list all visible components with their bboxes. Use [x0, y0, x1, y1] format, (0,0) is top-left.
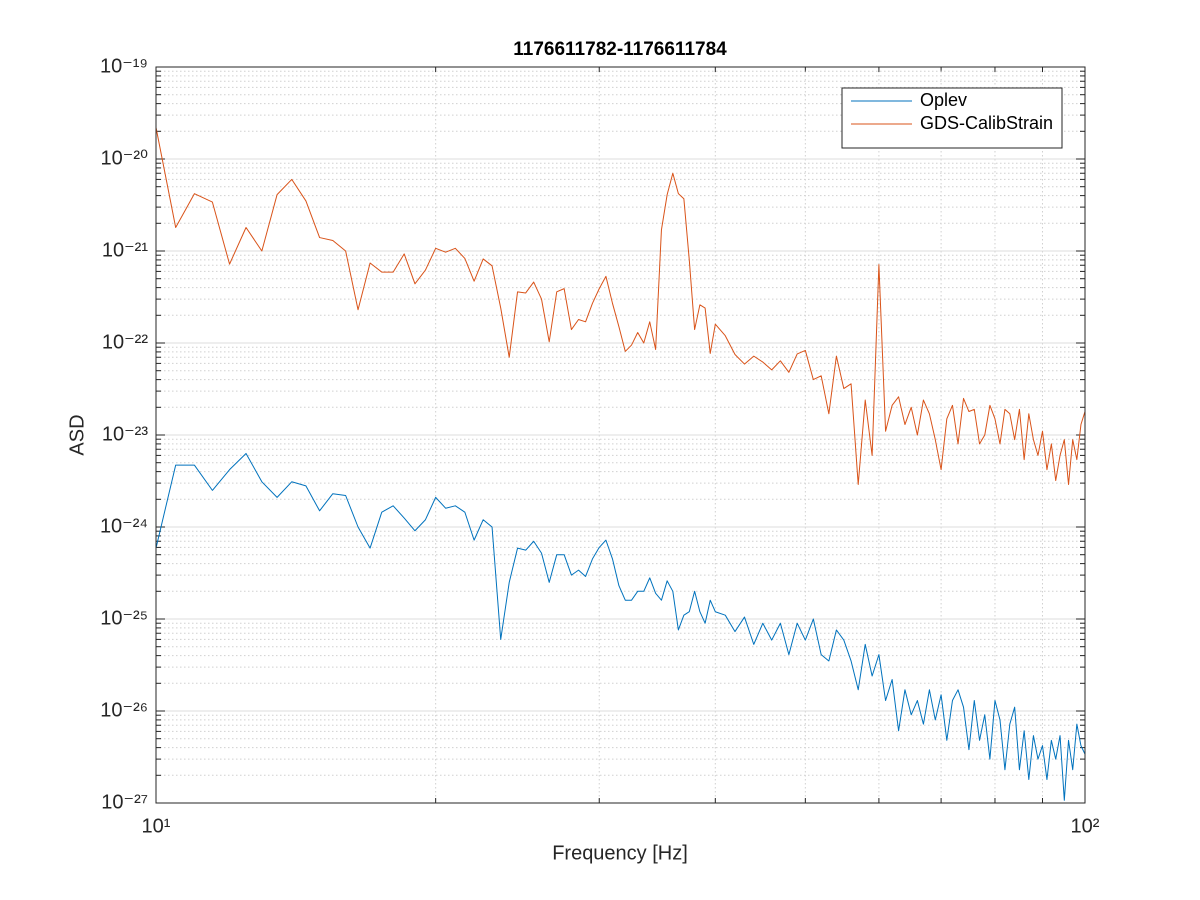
legend-label: Oplev: [920, 90, 967, 110]
y-tick-label: 10⁻²⁰: [101, 147, 148, 169]
x-axis-label: Frequency [Hz]: [552, 842, 688, 864]
x-tick-label: 10¹: [142, 815, 171, 837]
y-tick-label: 10⁻²⁶: [100, 699, 148, 721]
chart-title: 1176611782-1176611784: [513, 39, 727, 60]
axes-box: [155, 66, 1086, 804]
y-tick-label: 10⁻²⁴: [100, 515, 148, 537]
legend-label: GDS-CalibStrain: [920, 113, 1053, 133]
y-tick-label: 10⁻²¹: [102, 239, 148, 261]
y-tick-label: 10⁻²³: [102, 423, 148, 445]
series-line: [155, 452, 1086, 801]
y-tick-label: 10⁻¹⁹: [100, 55, 148, 77]
y-tick-label: 10⁻²⁷: [101, 791, 148, 813]
y-axis-label: ASD: [66, 414, 88, 455]
series-line: [155, 127, 1086, 485]
x-tick-label: 10²: [1071, 815, 1100, 837]
y-tick-label: 10⁻²²: [102, 331, 148, 353]
legend-box: [841, 87, 1063, 149]
y-tick-label: 10⁻²⁵: [100, 607, 148, 629]
